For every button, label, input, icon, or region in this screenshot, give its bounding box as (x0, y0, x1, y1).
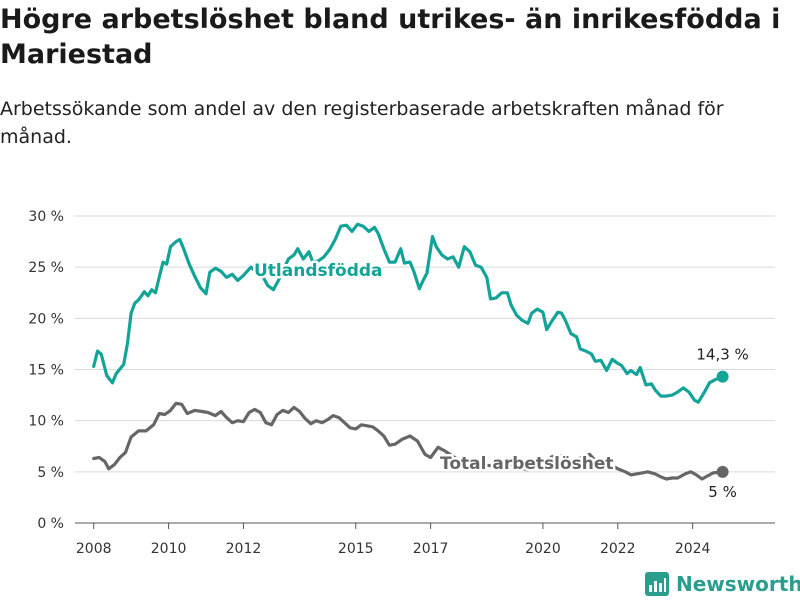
x-tick-label: 2015 (338, 541, 374, 557)
series-line-1 (92, 401, 725, 481)
series-end-point-0 (716, 370, 729, 383)
series-name-label-0: Utlandsfödda (254, 261, 383, 281)
x-tick-label: 2010 (151, 541, 187, 557)
series-labels: Utlandsfödda Total arbetslöshet 14,3 % 5 % (252, 259, 749, 501)
y-tick-label: 15 % (28, 363, 64, 379)
series-name-label-1: Total arbetslöshet (440, 454, 614, 474)
grid (75, 215, 775, 524)
x-tick-label: 2022 (600, 541, 636, 557)
series-group (92, 222, 729, 481)
newsworthy-logo: Newsworthy (645, 569, 800, 599)
series-line-0 (92, 222, 725, 404)
chart-subtitle: Arbetssökande som andel av den registerb… (0, 98, 724, 148)
y-tick-label: 30 % (28, 209, 64, 225)
y-tick-label: 5 % (37, 465, 64, 481)
y-tick-label: 10 % (28, 414, 64, 430)
bar-chart-logo-icon (645, 572, 669, 596)
brand-name: Newsworthy (676, 572, 800, 596)
series-end-point-1 (716, 465, 729, 478)
x-tick-label: 2008 (76, 541, 112, 557)
y-tick-label: 20 % (28, 311, 64, 327)
y-tick-label: 0 % (37, 516, 64, 532)
end-value-label-1: 5 % (708, 483, 737, 501)
end-value-label-0: 14,3 % (696, 346, 748, 364)
y-tick-label: 25 % (28, 260, 64, 276)
x-tick-label: 2012 (226, 541, 262, 557)
x-tick-label: 2020 (525, 541, 561, 557)
x-tick-label: 2024 (675, 541, 711, 557)
chart-title: Högre arbetslöshet bland utrikes- än inr… (0, 4, 781, 70)
x-tick-label: 2017 (413, 541, 449, 557)
x-axis-ticks: 2008 2010 2012 2015 2017 2020 2022 2024 (76, 523, 711, 557)
y-axis-ticks: 0 % 5 % 10 % 15 % 20 % 25 % 30 % (28, 209, 64, 532)
